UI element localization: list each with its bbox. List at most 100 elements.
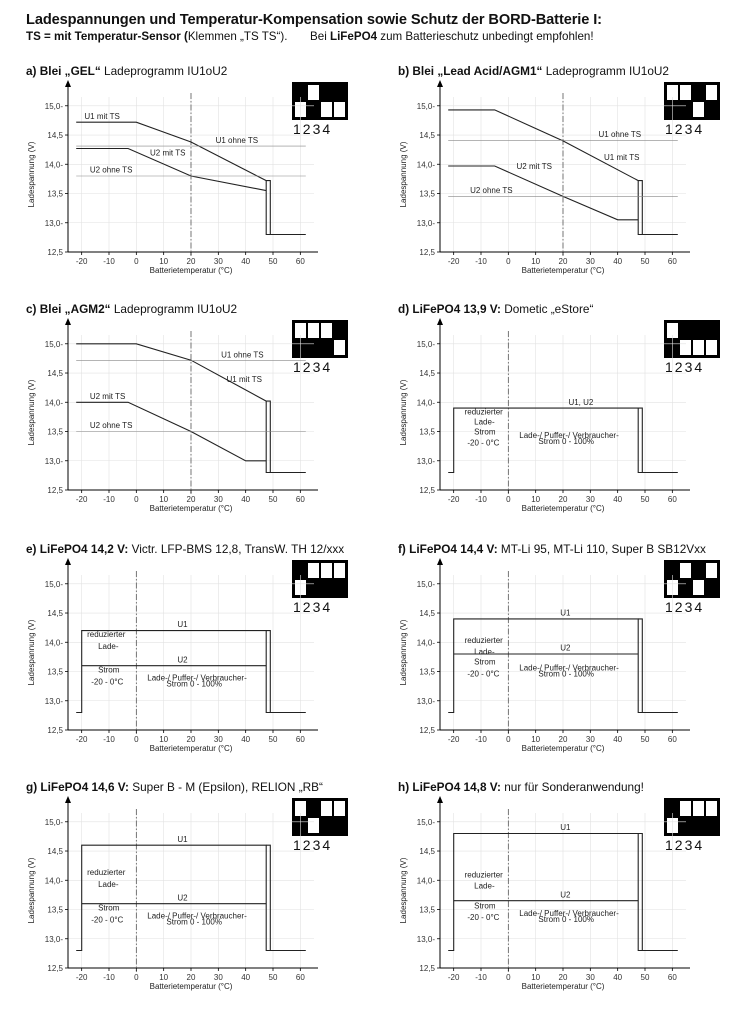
annotation-label: Lade- bbox=[474, 648, 495, 657]
y-tick-label: 13,0- bbox=[417, 935, 436, 944]
y-tick-label: 13,5 bbox=[47, 668, 63, 677]
x-tick-label: 50 bbox=[269, 495, 278, 504]
chart-plot: 15,0- 14,5 14,0- 13,5 13,0- 12,5 -20 -10 0 10 20 30… bbox=[399, 796, 690, 991]
x-axis-label: Batterietemperatur (°C) bbox=[150, 266, 233, 275]
y-tick-label: 15,0- bbox=[417, 580, 436, 589]
panel-title-program: nur für Sonderanwendung! bbox=[500, 780, 644, 794]
x-tick-label: 30 bbox=[214, 735, 223, 744]
x-tick-label: 30 bbox=[586, 495, 595, 504]
panel-title-bold: c) Blei „AGM2“ bbox=[26, 302, 111, 316]
x-tick-label: 0 bbox=[134, 735, 139, 744]
y-tick-label: 13,5 bbox=[419, 906, 435, 915]
charge-voltage-line-0 bbox=[448, 109, 678, 236]
annotation-label: reduzierter bbox=[465, 636, 504, 645]
dip-switch-3 bbox=[693, 340, 704, 355]
x-tick-label: 10 bbox=[531, 257, 540, 266]
x-tick-label: 60 bbox=[668, 257, 677, 266]
x-tick-label: 30 bbox=[586, 257, 595, 266]
panel-title: f) LiFePO4 14,4 V: MT-Li 95, MT-Li 110, … bbox=[398, 542, 706, 556]
x-tick-label: 20 bbox=[559, 973, 568, 982]
y-tick-label: 13,0- bbox=[417, 697, 436, 706]
y-tick-label: 15,0- bbox=[417, 818, 436, 827]
y-tick-label: 13,0- bbox=[45, 219, 64, 228]
dip-switch-numbers: 1234 bbox=[665, 359, 705, 375]
dip-switch-2 bbox=[680, 801, 691, 816]
y-axis-arrow bbox=[437, 80, 443, 87]
charge-voltage-line-0 bbox=[76, 343, 306, 474]
subtitle-bold-lifepo4: LiFePO4 bbox=[330, 30, 378, 43]
y-tick-label: 14,5 bbox=[419, 369, 435, 378]
y-tick-label: 15,0- bbox=[417, 102, 436, 111]
x-tick-label: 40 bbox=[613, 735, 622, 744]
x-tick-label: 60 bbox=[296, 735, 305, 744]
y-tick-label: 14,0- bbox=[417, 638, 436, 647]
x-tick-label: -10 bbox=[103, 495, 115, 504]
y-tick-label: 14,5 bbox=[47, 609, 63, 618]
y-axis-label: Ladespannung (V) bbox=[27, 619, 36, 685]
chart-plot: 15,0- 14,5 14,0- 13,5 13,0- 12,5 -20 -10 0 10 20 30… bbox=[399, 80, 690, 275]
y-tick-label: 13,5 bbox=[419, 668, 435, 677]
x-axis-label: Batterietemperatur (°C) bbox=[150, 982, 233, 991]
page-header: Ladespannungen und Temperatur-Kompensati… bbox=[26, 12, 716, 43]
subtitle-bold-ts: TS = mit Temperatur-Sensor ( bbox=[26, 30, 188, 43]
x-tick-label: 50 bbox=[269, 973, 278, 982]
charge-voltage-line-2 bbox=[266, 400, 271, 473]
annotation-label: U2 ohne TS bbox=[90, 166, 133, 175]
annotation-label: U1 mit TS bbox=[84, 112, 119, 121]
x-axis-label: Batterietemperatur (°C) bbox=[150, 504, 233, 513]
y-axis-label: Ladespannung (V) bbox=[399, 857, 408, 923]
panel-title-bold: a) Blei „GEL“ bbox=[26, 64, 101, 78]
annotation-label: U2 bbox=[560, 644, 571, 653]
annotation-label: U1 ohne TS bbox=[216, 136, 259, 145]
y-axis-label: Ladespannung (V) bbox=[399, 141, 408, 207]
dip-switch-2 bbox=[308, 85, 319, 100]
dip-switch-3 bbox=[693, 580, 704, 595]
dip-switch-icon bbox=[664, 798, 720, 841]
annotation-label: Strom bbox=[98, 903, 120, 912]
x-tick-label: 10 bbox=[159, 495, 168, 504]
x-tick-label: 20 bbox=[559, 495, 568, 504]
annotation-label: U1 bbox=[177, 620, 188, 629]
subtitle-recommendation: zum Batterieschutz unbedingt empfohlen! bbox=[377, 30, 594, 43]
x-tick-label: 40 bbox=[613, 973, 622, 982]
charge-voltage-line-2 bbox=[638, 832, 643, 951]
x-tick-label: -10 bbox=[103, 973, 115, 982]
y-axis-arrow bbox=[65, 796, 71, 803]
x-tick-label: 20 bbox=[187, 973, 196, 982]
annotation-label: U2 mit TS bbox=[90, 392, 125, 401]
y-tick-label: 14,0- bbox=[417, 160, 436, 169]
annotation-label: Strom bbox=[98, 665, 120, 674]
y-tick-label: 13,0- bbox=[45, 697, 64, 706]
charge-voltage-line-0 bbox=[448, 407, 678, 474]
y-axis-label: Ladespannung (V) bbox=[27, 379, 36, 445]
chart-panel-b: b) Blei „Lead Acid/AGM1“ Ladeprogramm IU… bbox=[398, 64, 731, 294]
y-tick-label: 13,0- bbox=[45, 457, 64, 466]
x-tick-label: 60 bbox=[668, 735, 677, 744]
annotation-label: Lade- bbox=[98, 880, 119, 889]
charge-voltage-line-1 bbox=[76, 147, 267, 192]
panel-title-program: Ladeprogramm IU1oU2 bbox=[100, 64, 228, 78]
dip-switch-numbers: 1234 bbox=[293, 359, 333, 375]
x-tick-label: 30 bbox=[214, 495, 223, 504]
charge-voltage-line-2 bbox=[638, 618, 643, 713]
panel-title-bold: g) LiFePO4 14,6 V: bbox=[26, 780, 129, 794]
charge-voltage-line-0 bbox=[448, 618, 678, 714]
y-tick-label: 15,0- bbox=[45, 818, 64, 827]
y-tick-label: 15,0- bbox=[417, 340, 436, 349]
x-tick-label: 0 bbox=[506, 495, 511, 504]
charge-voltage-line-0 bbox=[76, 121, 306, 236]
x-tick-label: 30 bbox=[586, 735, 595, 744]
annotation-label: U2 bbox=[560, 890, 571, 899]
chart-plot: 15,0- 14,5 14,0- 13,5 13,0- 12,5 -20 -10 0 10 20 30… bbox=[399, 558, 690, 753]
annotation-label: Strom 0 - 100% bbox=[538, 669, 594, 678]
y-axis-label: Ladespannung (V) bbox=[399, 379, 408, 445]
annotation-label: U2 mit TS bbox=[517, 162, 552, 171]
annotation-label: -20 - 0°C bbox=[467, 439, 499, 448]
x-tick-label: -20 bbox=[448, 257, 460, 266]
x-tick-label: 20 bbox=[187, 257, 196, 266]
annotation-label: U1 ohne TS bbox=[221, 350, 264, 359]
panel-title-bold: e) LiFePO4 14,2 V: bbox=[26, 542, 129, 556]
y-tick-label: 14,0- bbox=[45, 876, 64, 885]
dip-switch-1 bbox=[667, 323, 678, 338]
x-tick-label: 20 bbox=[187, 735, 196, 744]
